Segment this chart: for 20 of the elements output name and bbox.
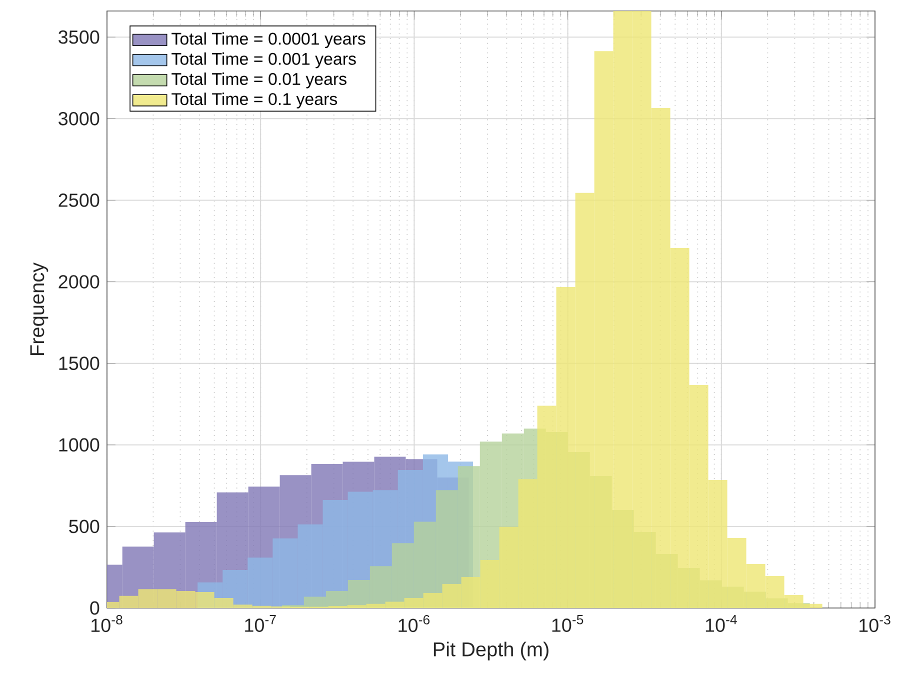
legend-label: Total Time = 0.1 years — [172, 92, 338, 108]
y-tick-label: 2000 — [58, 275, 100, 288]
y-tick-label: 1500 — [59, 356, 100, 370]
y-tick-label: 500 — [69, 520, 100, 534]
x-tick-label: 10$^{-3}$ — [860, 615, 890, 632]
y-tick-label: 3500 — [58, 30, 100, 44]
x-tick-label: 10$^{-8}$ — [92, 615, 122, 632]
y-tick-label: 2500 — [58, 194, 100, 207]
x-tick-label: 10$^{-4}$ — [706, 615, 737, 632]
y-tick-label: 0 — [90, 601, 100, 615]
y-axis-title: Frequency — [30, 262, 48, 355]
y-tick-label: 1000 — [59, 438, 100, 452]
legend-label: Total Time = 0.001 years — [172, 52, 356, 68]
legend-label: Total Time = 0.01 years — [172, 72, 346, 88]
x-tick-label: 10$^{-5}$ — [552, 615, 584, 632]
y-tick-label: 3000 — [58, 112, 100, 126]
x-axis-title: Pit Depth (m) — [434, 642, 548, 660]
legend-label: Total Time = 0.0001 years — [172, 32, 366, 48]
x-tick-label: 10$^{-7}$ — [245, 615, 276, 632]
x-tick-label: 10$^{-6}$ — [398, 615, 430, 632]
